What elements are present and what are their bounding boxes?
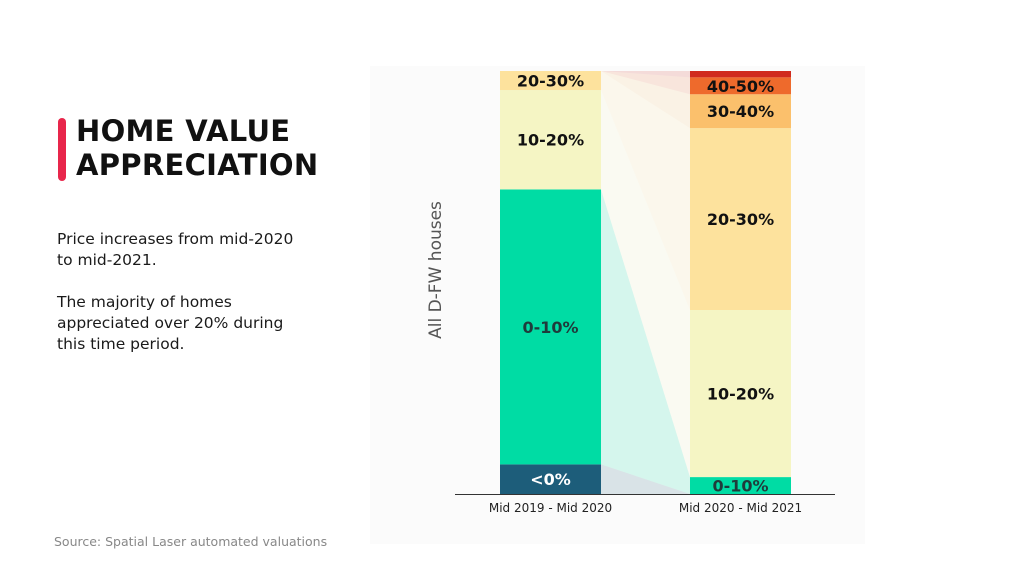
bar-segment-0-10 xyxy=(690,477,791,494)
bar-segment-10-20 xyxy=(500,90,601,190)
segment-label: 0-10% xyxy=(712,477,768,496)
source-note: Source: Spatial Laser automated valuatio… xyxy=(54,534,328,549)
segment-label: 10-20% xyxy=(707,385,774,404)
segment-label: 20-30% xyxy=(517,72,584,91)
flow-ribbon-40-50 xyxy=(601,71,690,95)
bar-segment-50plus xyxy=(690,71,791,78)
flow-ribbon-0-10 xyxy=(601,189,690,494)
segment-label: 10-20% xyxy=(517,131,584,150)
title-line-2: APPRECIATION xyxy=(76,148,319,182)
flow-ribbon-20-30 xyxy=(601,71,690,310)
segment-label: <0% xyxy=(530,470,571,489)
flow-ribbon-10-20 xyxy=(601,90,690,478)
bar-segment-20-30 xyxy=(500,71,601,91)
segment-label: 20-30% xyxy=(707,210,774,229)
segment-label: 40-50% xyxy=(707,77,774,96)
bar-segment-40-50 xyxy=(690,77,791,95)
bar-segment-30-40 xyxy=(690,94,791,129)
segment-label: 30-40% xyxy=(707,102,774,121)
flow-ribbon-lt0 xyxy=(601,464,690,494)
page-title: HOME VALUE APPRECIATION xyxy=(76,114,336,182)
flow-ribbons xyxy=(601,71,690,494)
segment-label: 0-10% xyxy=(522,318,578,337)
x-tick-label: Mid 2020 - Mid 2021 xyxy=(679,501,802,515)
title-accent-bar xyxy=(58,118,66,181)
bar-segment-0-10 xyxy=(500,189,601,465)
y-axis-label: All D-FW houses xyxy=(426,201,446,339)
flow-ribbon-50plus xyxy=(601,71,690,78)
bar-segment-20-30 xyxy=(690,128,791,310)
bar-1 xyxy=(500,71,601,494)
bar-2 xyxy=(690,71,791,494)
bar-segment-lt0 xyxy=(500,464,601,494)
title-line-1: HOME VALUE xyxy=(76,114,291,148)
bar-segment-10-20 xyxy=(690,309,791,478)
x-tick-label: Mid 2019 - Mid 2020 xyxy=(489,501,612,515)
flow-ribbon-30-40 xyxy=(601,71,690,129)
description: Price increases from mid-2020 to mid-202… xyxy=(57,229,307,376)
description-paragraph-2: The majority of homes appreciated over 2… xyxy=(57,293,284,353)
description-paragraph-1: Price increases from mid-2020 to mid-202… xyxy=(57,230,294,269)
